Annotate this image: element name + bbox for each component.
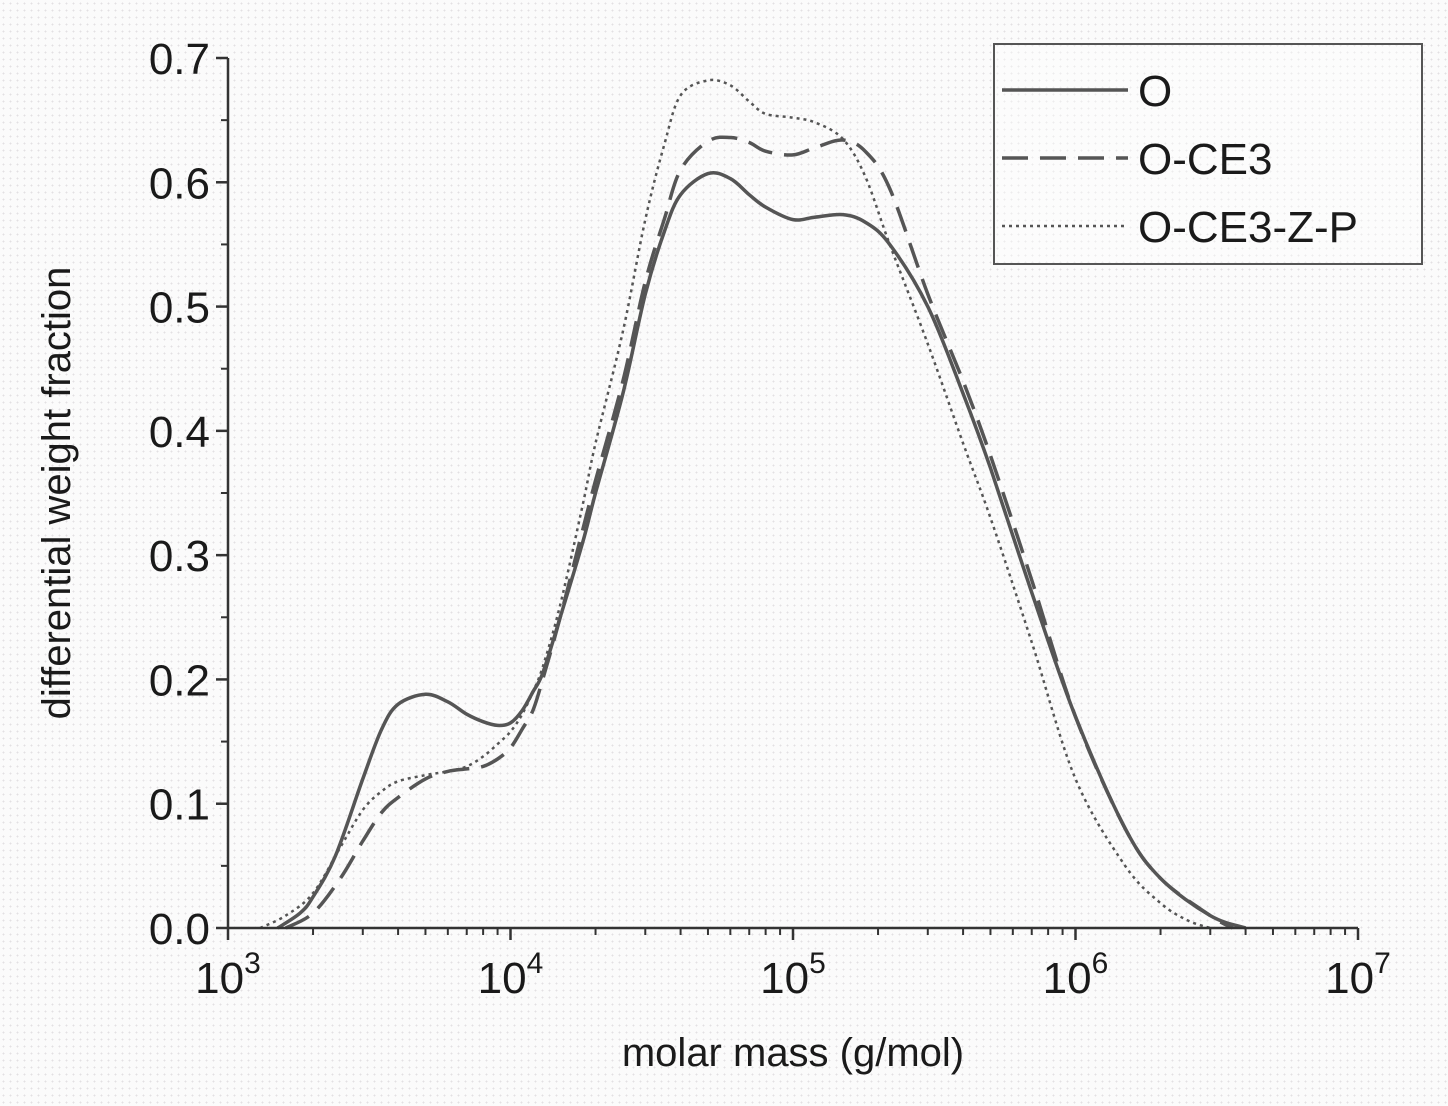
y-tick-label: 0.4 bbox=[149, 408, 210, 457]
legend-label-o: O bbox=[1138, 67, 1172, 116]
y-tick-label: 0.3 bbox=[149, 532, 210, 581]
y-tick-label: 0.1 bbox=[149, 781, 210, 830]
y-tick-label: 0.5 bbox=[149, 284, 210, 333]
series-line-o-ce3 bbox=[284, 135, 1234, 930]
series-line-o bbox=[276, 170, 1247, 930]
legend-box bbox=[993, 43, 1423, 265]
y-tick-label: 0.0 bbox=[149, 905, 210, 954]
y-tick-label: 0.2 bbox=[149, 656, 210, 705]
series-line-o-ce3-z-p bbox=[259, 78, 1211, 930]
series-lines bbox=[259, 78, 1247, 930]
y-tick-label: 0.6 bbox=[149, 159, 210, 208]
legend-label-o-ce3: O-CE3 bbox=[1138, 135, 1272, 184]
x-tick-label: 103 bbox=[195, 947, 261, 1003]
x-tick-label: 107 bbox=[1325, 947, 1391, 1003]
x-tick-label: 105 bbox=[760, 947, 826, 1003]
y-axis-title: differential weight fraction bbox=[35, 267, 79, 720]
x-tick-label: 104 bbox=[478, 947, 544, 1003]
x-axis-title: molar mass (g/mol) bbox=[622, 1031, 964, 1075]
x-tick-label: 106 bbox=[1043, 947, 1109, 1003]
axes bbox=[226, 58, 1358, 930]
y-tick-labels: 0.0 0.1 0.2 0.3 0.4 0.5 0.6 0.7 bbox=[149, 35, 210, 954]
y-tick-label: 0.7 bbox=[149, 35, 210, 84]
legend: O O-CE3 O-CE3-Z-P bbox=[993, 43, 1423, 265]
legend-label-o-ce3-z-p: O-CE3-Z-P bbox=[1138, 203, 1358, 252]
x-tick-labels: 103 104 105 106 107 bbox=[195, 947, 1391, 1003]
